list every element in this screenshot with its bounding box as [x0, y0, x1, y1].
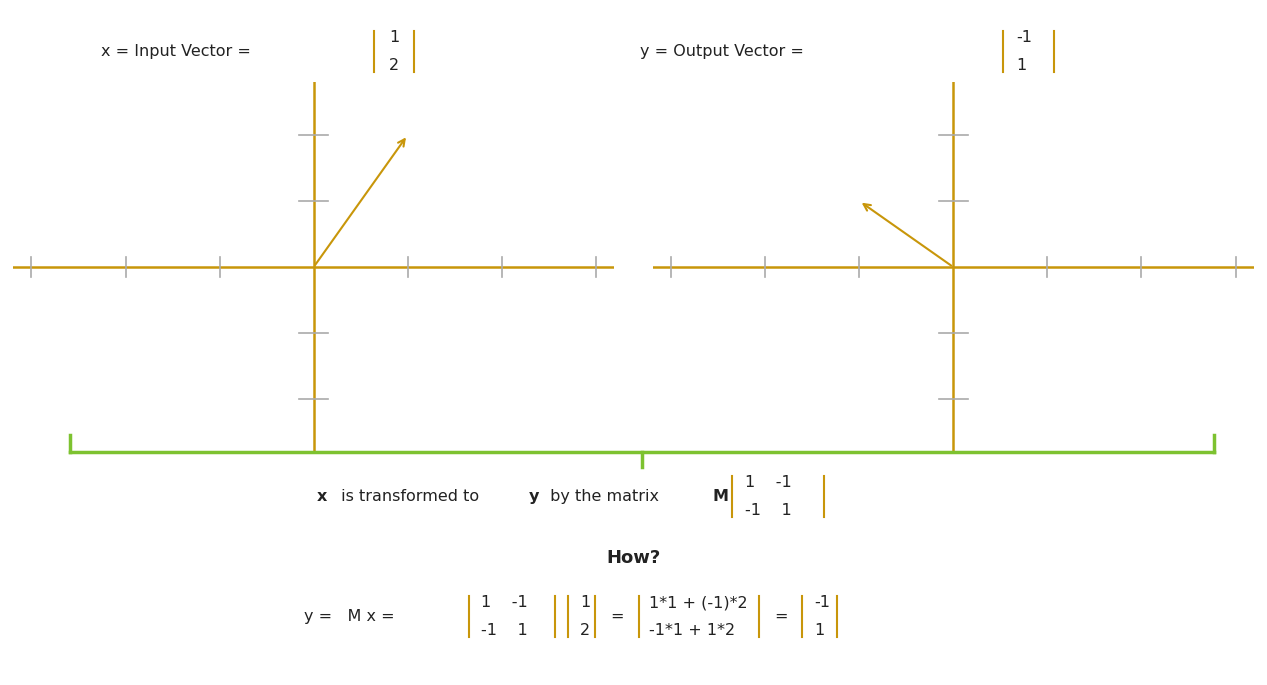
Text: 2: 2 — [389, 58, 399, 73]
Text: -1: -1 — [1016, 30, 1033, 45]
Text: 1    -1: 1 -1 — [481, 595, 528, 610]
Text: by the matrix: by the matrix — [545, 489, 664, 504]
Text: =: = — [774, 609, 788, 624]
Text: y = Output Vector =: y = Output Vector = — [640, 44, 808, 59]
Text: 1: 1 — [389, 30, 399, 45]
Text: (0,0): (0,0) — [321, 278, 351, 291]
Text: How?: How? — [607, 549, 660, 567]
Text: (1,2): (1,2) — [416, 117, 446, 130]
Text: is transformed to: is transformed to — [336, 489, 484, 504]
Text: 2: 2 — [580, 623, 590, 638]
Text: y =   M x =: y = M x = — [304, 609, 400, 624]
Text: -1*1 + 1*2: -1*1 + 1*2 — [649, 623, 735, 638]
Text: 1: 1 — [815, 623, 825, 638]
Text: x = Input Vector =: x = Input Vector = — [101, 44, 256, 59]
Text: y: y — [528, 489, 538, 504]
Text: -1    1: -1 1 — [481, 623, 528, 638]
Text: 1: 1 — [1016, 58, 1026, 73]
Text: M: M — [712, 489, 729, 504]
Text: x: x — [317, 489, 327, 504]
Text: (-1,1): (-1,1) — [774, 179, 811, 192]
Text: 1: 1 — [580, 595, 590, 610]
Text: -1: -1 — [815, 595, 831, 610]
Text: (0,0): (0,0) — [960, 278, 991, 291]
Text: 1    -1: 1 -1 — [745, 475, 792, 490]
Text: 1*1 + (-1)*2: 1*1 + (-1)*2 — [649, 595, 748, 610]
Text: -1    1: -1 1 — [745, 503, 792, 518]
Text: =: = — [611, 609, 625, 624]
